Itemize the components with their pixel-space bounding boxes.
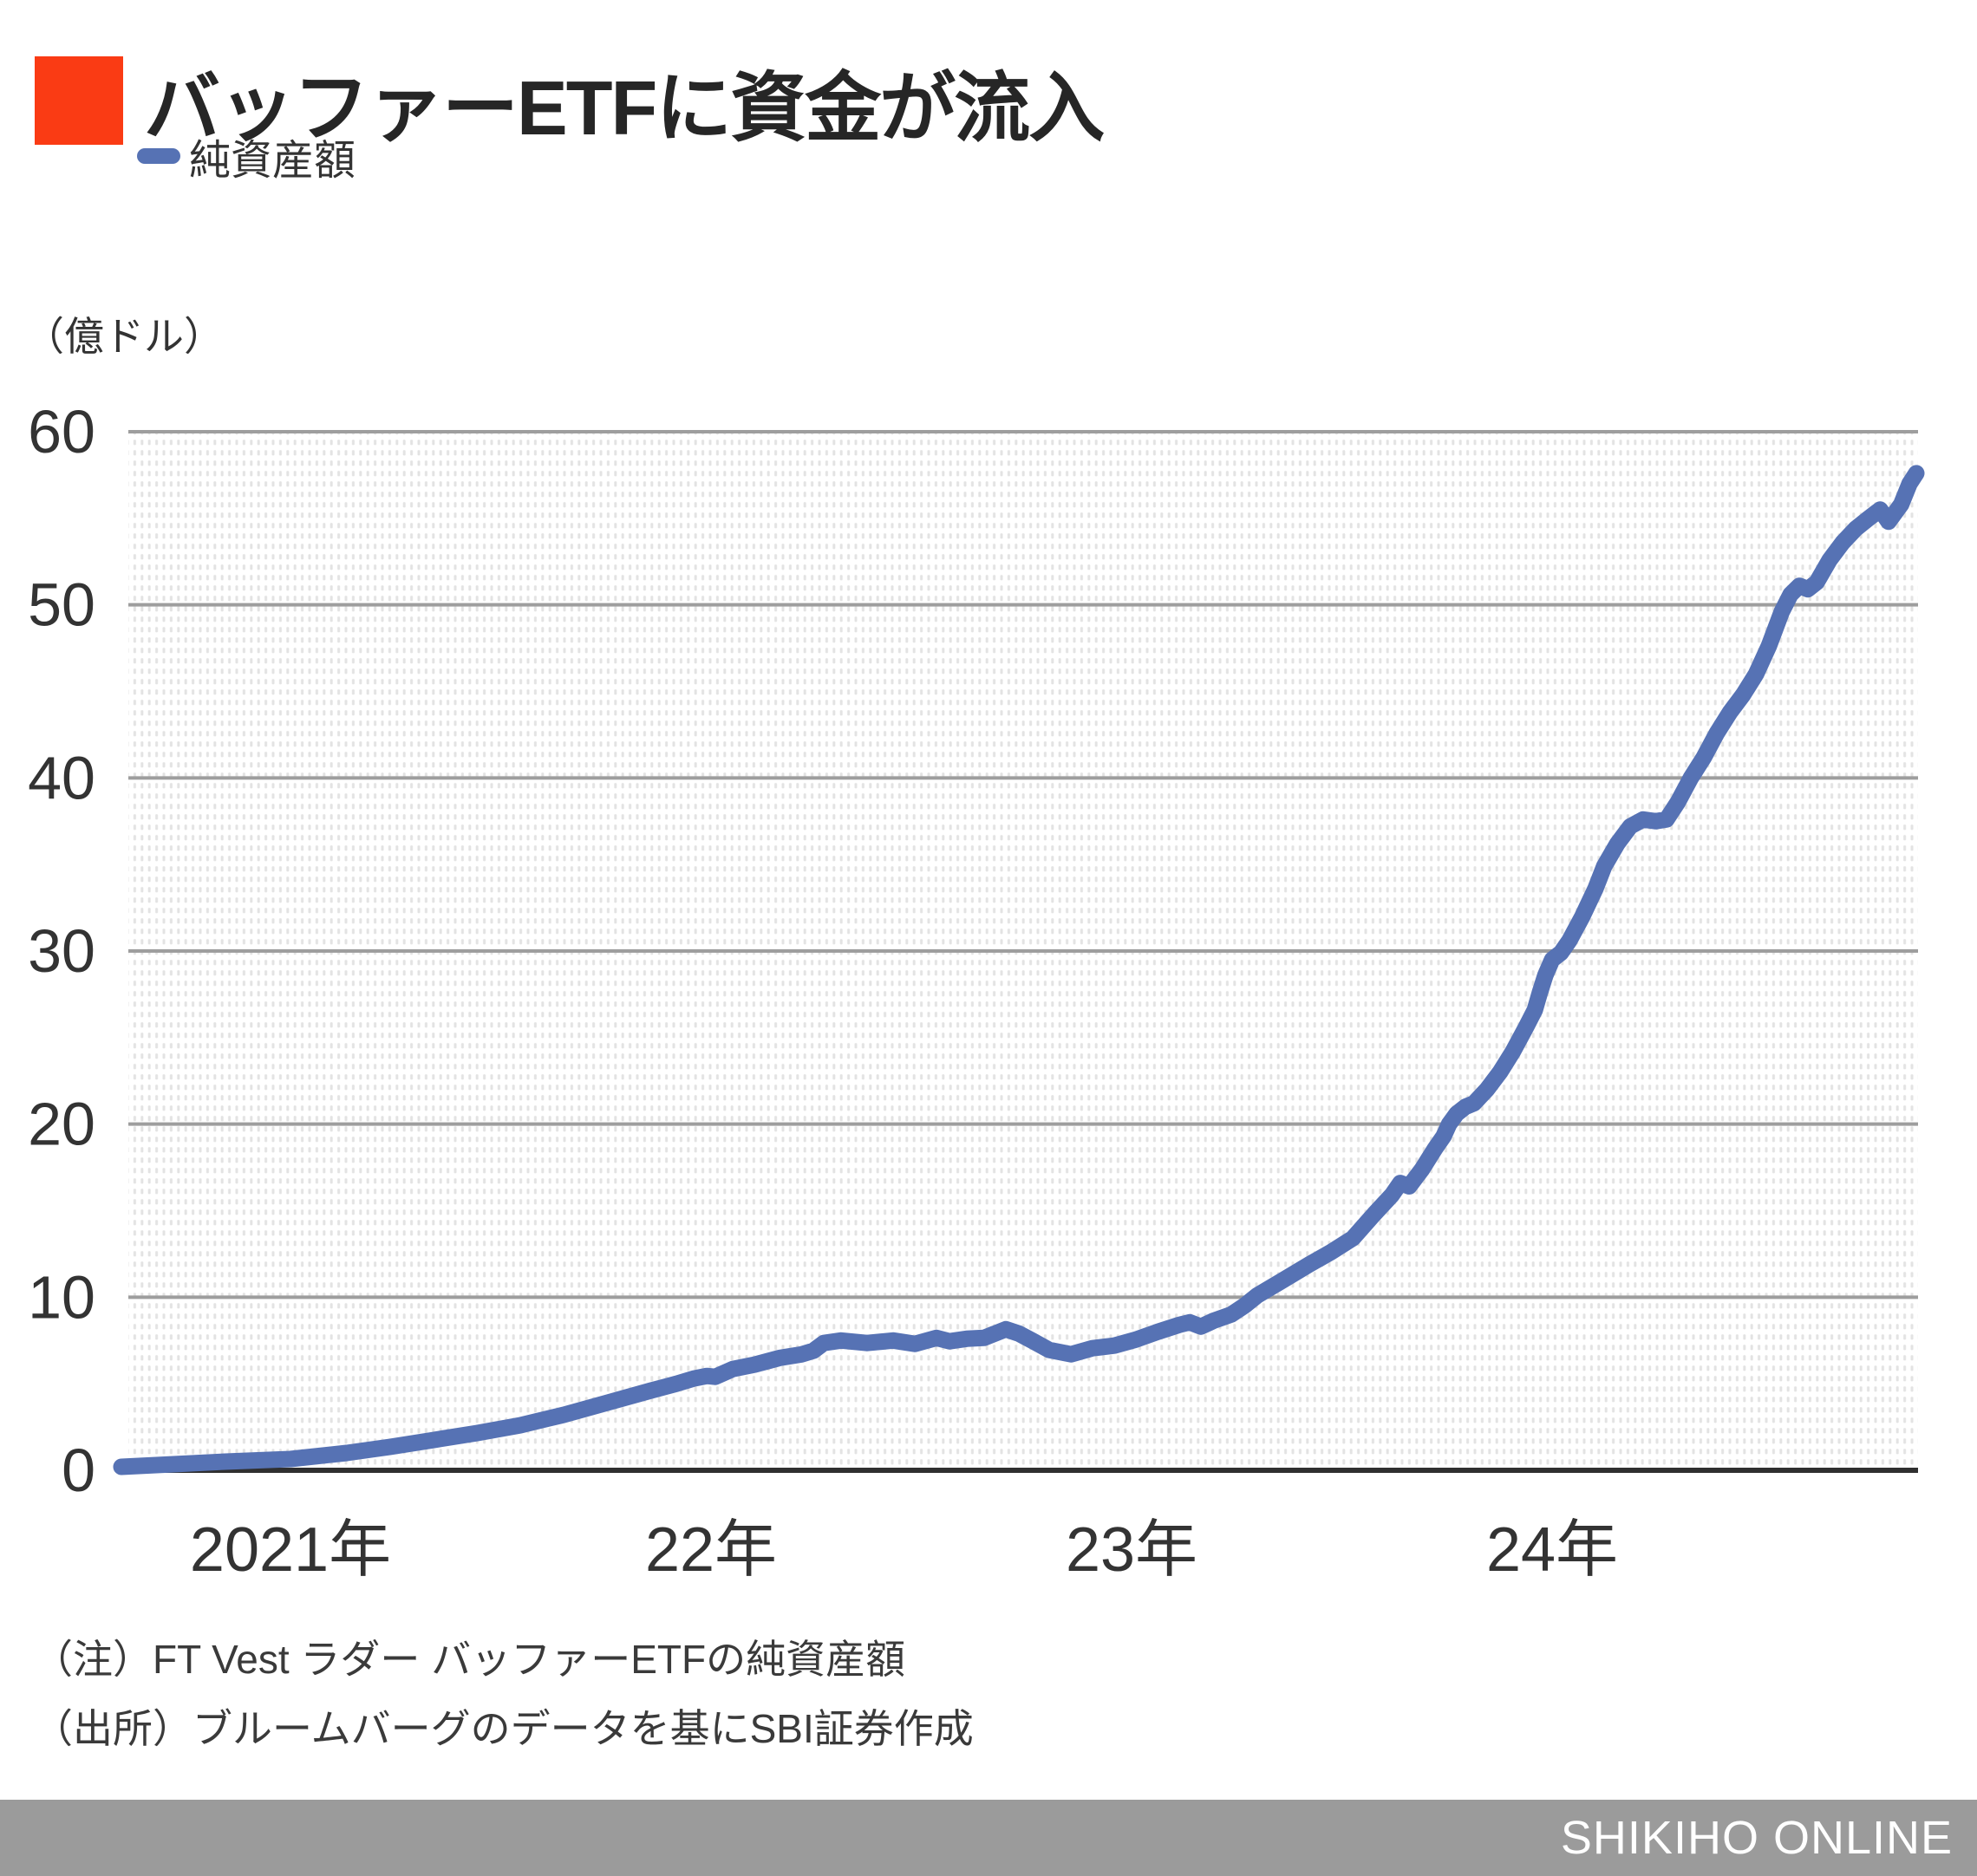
note-line-1: （注）FT Vest ラダー バッファーETFの純資産額 [33, 1637, 906, 1682]
footer-brand: SHIKIHO ONLINE [1560, 1812, 1953, 1864]
page-title: バッファーETFに資金が流入 [144, 65, 1105, 151]
y-tick-labels: 0 10 20 30 40 50 60 [28, 398, 95, 1504]
svg-text:30: 30 [28, 917, 95, 985]
gridlines [128, 430, 1918, 1473]
legend-label: 純資産額 [189, 138, 356, 184]
svg-text:24年: 24年 [1486, 1515, 1618, 1585]
title-accent-square [35, 56, 123, 145]
svg-text:0: 0 [62, 1436, 95, 1504]
svg-text:40: 40 [28, 744, 95, 811]
svg-text:50: 50 [28, 571, 95, 639]
svg-text:2021年: 2021年 [190, 1515, 391, 1585]
note-line-2: （出所）ブルームバーグのデータを基にSBI証券作成 [33, 1706, 974, 1751]
svg-text:22年: 22年 [645, 1515, 777, 1585]
series-line [113, 465, 1925, 1475]
x-tick-labels: 2021年 22年 23年 24年 [190, 1515, 1618, 1585]
legend: 純資産額 [137, 130, 356, 184]
legend-line-marker [137, 148, 180, 164]
svg-text:10: 10 [28, 1263, 95, 1331]
footer-bar: SHIKIHO ONLINE [0, 1800, 1977, 1876]
svg-text:60: 60 [28, 398, 95, 466]
svg-text:20: 20 [28, 1091, 95, 1158]
svg-text:23年: 23年 [1066, 1515, 1197, 1585]
y-axis-unit-label: （億ドル） [24, 314, 224, 359]
